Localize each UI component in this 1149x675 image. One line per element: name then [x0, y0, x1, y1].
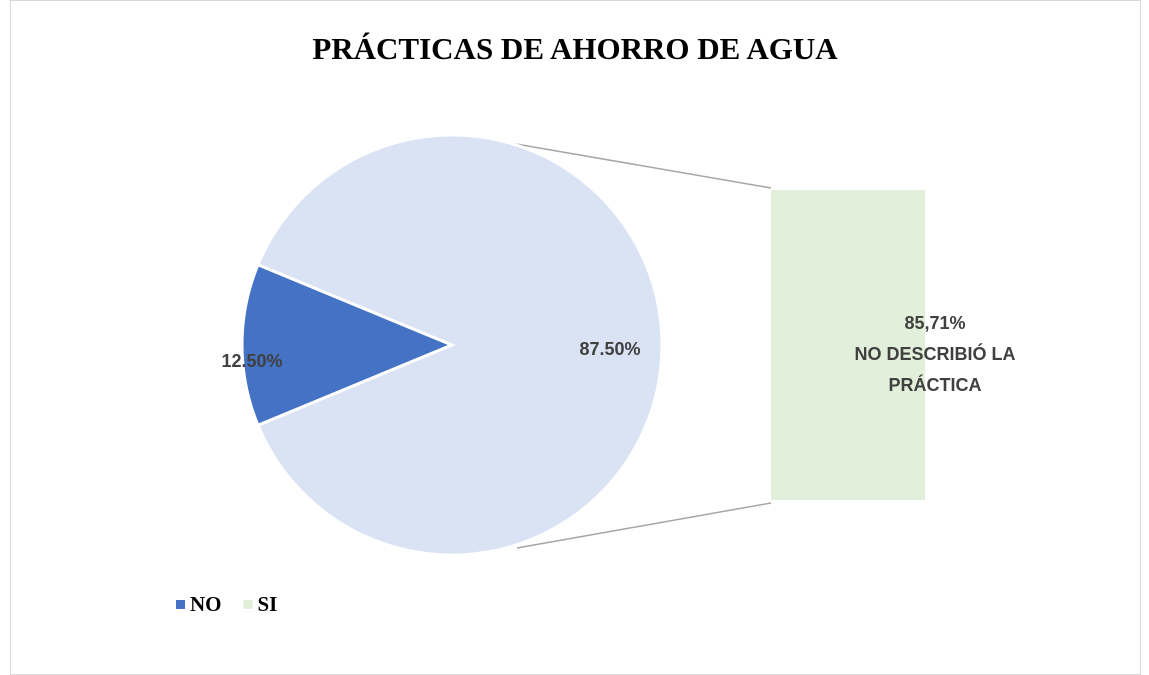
legend-label: NO [190, 592, 222, 616]
slice-label: 12.50% [221, 351, 282, 371]
pie-slice [240, 262, 456, 428]
legend-marker [176, 600, 185, 609]
connector-line [492, 139, 772, 189]
bar-value-label: 85,71% [904, 313, 966, 333]
legend-marker [243, 600, 253, 609]
legend-label: SI [258, 592, 278, 616]
connector-line [516, 502, 772, 549]
pie-slice [256, 133, 664, 557]
bar-segment [771, 190, 925, 500]
chart-title: PRÁCTICAS DE AHORRO DE AGUA [312, 31, 838, 66]
slice-label: 87.50% [579, 339, 640, 359]
bar-name: NO DESCRIBIÓ LA PRÁCTICA [854, 344, 1016, 395]
bar-label: 85,71% NO DESCRIBIÓ LA PRÁCTICA [845, 308, 1025, 401]
